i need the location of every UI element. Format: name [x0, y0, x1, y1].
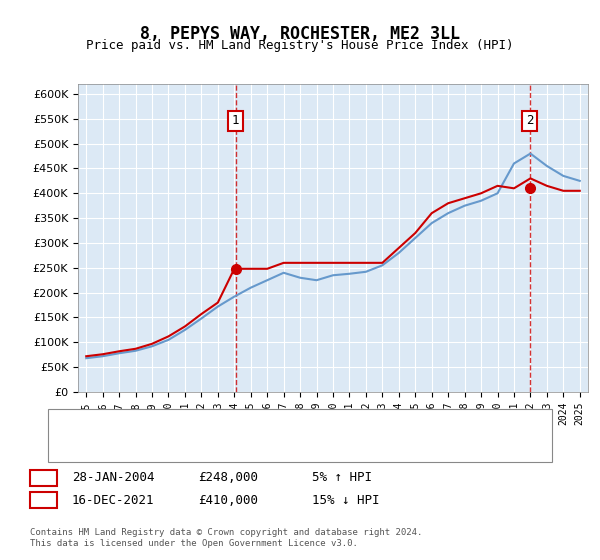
- Text: 16-DEC-2021: 16-DEC-2021: [72, 493, 155, 507]
- Text: £248,000: £248,000: [198, 471, 258, 484]
- Text: ─────: ─────: [60, 417, 102, 431]
- Text: 1: 1: [40, 471, 47, 484]
- Text: 1: 1: [232, 114, 239, 128]
- Text: 2: 2: [40, 493, 47, 507]
- Text: This data is licensed under the Open Government Licence v3.0.: This data is licensed under the Open Gov…: [30, 539, 358, 548]
- Text: 8, PEPYS WAY, ROCHESTER, ME2 3LL (detached house): 8, PEPYS WAY, ROCHESTER, ME2 3LL (detach…: [108, 419, 439, 429]
- Text: 28-JAN-2004: 28-JAN-2004: [72, 471, 155, 484]
- Text: ─────: ─────: [60, 442, 102, 456]
- Text: 15% ↓ HPI: 15% ↓ HPI: [312, 493, 380, 507]
- Text: 2: 2: [526, 114, 533, 128]
- Text: Price paid vs. HM Land Registry's House Price Index (HPI): Price paid vs. HM Land Registry's House …: [86, 39, 514, 52]
- Text: £410,000: £410,000: [198, 493, 258, 507]
- Text: 8, PEPYS WAY, ROCHESTER, ME2 3LL: 8, PEPYS WAY, ROCHESTER, ME2 3LL: [140, 25, 460, 43]
- Text: 5% ↑ HPI: 5% ↑ HPI: [312, 471, 372, 484]
- Text: HPI: Average price, detached house, Medway: HPI: Average price, detached house, Medw…: [108, 444, 392, 454]
- Text: Contains HM Land Registry data © Crown copyright and database right 2024.: Contains HM Land Registry data © Crown c…: [30, 528, 422, 536]
